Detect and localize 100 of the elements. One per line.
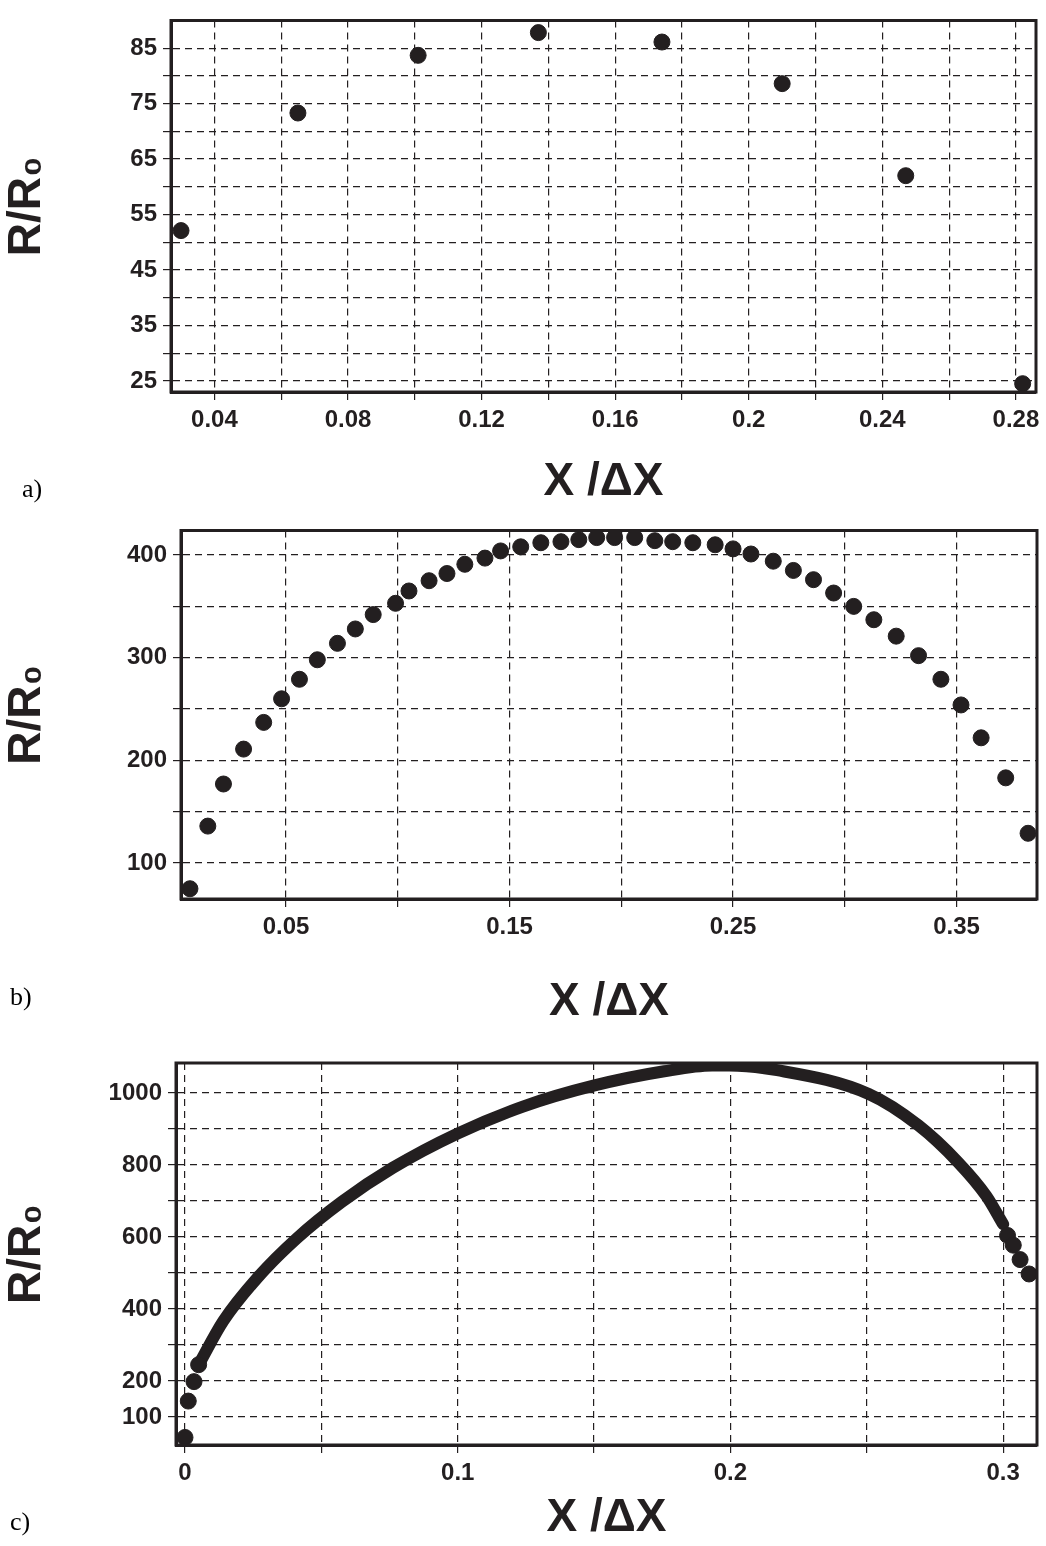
y-tick-label: 300 (126, 642, 167, 670)
y-tick-label: 800 (121, 1149, 162, 1177)
point (1020, 1265, 1037, 1283)
y-tick-label: 55 (130, 199, 157, 227)
point (910, 647, 928, 665)
point (606, 530, 624, 547)
point (952, 696, 970, 714)
x-tick-label: 0 (178, 1458, 192, 1486)
point (972, 729, 990, 747)
y-tick-label: 400 (121, 1293, 162, 1321)
point (1011, 1251, 1029, 1269)
point (328, 634, 346, 652)
point (932, 670, 950, 688)
point (845, 597, 863, 615)
y-axis-title: R/R₀ (0, 156, 51, 257)
point (400, 582, 418, 600)
point (646, 532, 664, 550)
point (588, 530, 606, 547)
x-tick-label: 0.2 (732, 405, 766, 433)
x-tick-label: 0.2 (713, 1458, 748, 1486)
point (176, 1428, 194, 1445)
point (1004, 1236, 1022, 1254)
point (456, 555, 474, 573)
point (825, 584, 843, 602)
y-axis-title: R/R₀ (0, 1204, 51, 1304)
point (438, 565, 456, 583)
x-tick-label: 0.15 (486, 912, 533, 940)
point (1019, 824, 1037, 842)
x-tick-label: 0.24 (859, 405, 907, 433)
x-tick-label: 0.08 (324, 405, 372, 433)
x-tick-label: 0.05 (262, 912, 310, 940)
x-tick-label: 0.25 (709, 912, 757, 940)
y-axis-title: R/R₀ (0, 664, 51, 765)
y-tick-label: 200 (126, 745, 167, 773)
point (346, 620, 364, 638)
point (865, 611, 883, 629)
point (181, 880, 199, 898)
point (742, 545, 760, 563)
text: c) (10, 1507, 31, 1536)
point (308, 651, 326, 669)
y-tick-label: 35 (130, 310, 157, 338)
point (626, 530, 644, 547)
x-tick-label: 0.16 (591, 405, 639, 433)
y-tick-label: 45 (130, 254, 157, 282)
point (724, 540, 742, 558)
text: a) (22, 474, 43, 503)
y-tick-label: 200 (121, 1365, 162, 1393)
point (1014, 375, 1032, 392)
point (172, 222, 190, 240)
point (532, 534, 550, 552)
point (185, 1373, 203, 1391)
point (784, 561, 802, 579)
point (684, 534, 702, 552)
y-tick-label: 75 (130, 88, 157, 116)
point (364, 606, 382, 624)
point (492, 542, 510, 560)
x-axis-title: X /ΔX (549, 973, 670, 1026)
y-tick-label: 85 (130, 32, 157, 60)
x-tick-label: 0.12 (458, 405, 505, 433)
point (199, 817, 217, 835)
point (512, 538, 530, 556)
point (409, 46, 427, 64)
point (653, 33, 671, 51)
x-tick-label: 0.3 (986, 1458, 1020, 1486)
x-tick-label: 0.04 (191, 405, 239, 433)
point (664, 533, 682, 551)
point (570, 531, 588, 549)
point (529, 24, 547, 42)
point (706, 536, 724, 554)
y-tick-label: 1000 (108, 1077, 162, 1105)
x-tick-label: 0.28 (992, 405, 1040, 433)
y-tick-label: 400 (126, 539, 167, 567)
point (179, 1392, 197, 1410)
point (887, 627, 905, 645)
point (773, 75, 791, 93)
point (289, 104, 307, 122)
y-tick-label: 600 (121, 1221, 162, 1249)
point (897, 167, 915, 185)
point (997, 769, 1015, 787)
point (420, 572, 438, 590)
y-tick-label: 25 (130, 365, 157, 393)
point (805, 571, 822, 589)
x-axis-title: X /ΔX (546, 1489, 667, 1542)
y-tick-label: 100 (126, 847, 167, 875)
y-tick-label: 100 (121, 1401, 162, 1429)
x-axis-title: X /ΔX (543, 453, 664, 506)
point (290, 670, 308, 688)
y-tick-label: 65 (130, 143, 157, 171)
x-tick-label: 0.1 (441, 1458, 475, 1486)
point (387, 594, 405, 612)
point (764, 552, 782, 570)
point (552, 533, 570, 551)
point (476, 549, 494, 567)
point (235, 740, 253, 758)
point (255, 713, 273, 731)
x-tick-label: 0.35 (933, 912, 980, 940)
text: b) (10, 982, 32, 1011)
point (273, 690, 291, 708)
point (214, 775, 232, 793)
point (190, 1356, 208, 1374)
